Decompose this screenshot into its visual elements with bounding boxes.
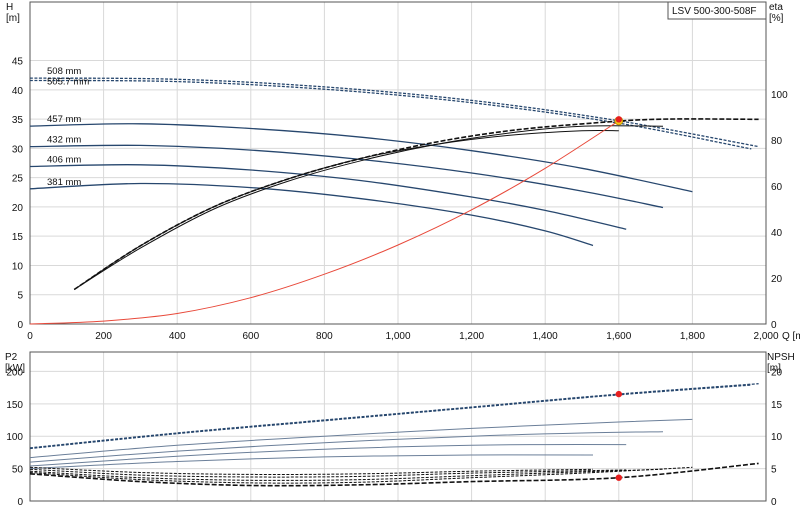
bottom-y-left-axis-label: [kW]: [5, 363, 25, 374]
x-tick-label: 1,000: [385, 331, 410, 342]
top-y-right-axis-label: eta: [769, 2, 783, 13]
head-curve-label: 505.7 mm: [47, 76, 89, 87]
head-curve-label: 508 mm: [47, 66, 81, 77]
y-left-tick-label: 5: [17, 291, 23, 302]
head-curve: [29, 164, 627, 230]
y-left-tick-label: 25: [12, 174, 24, 185]
bottom-y-right-tick-label: 5: [771, 465, 777, 476]
head-curve: [29, 182, 594, 247]
x-tick-label: 1,200: [459, 331, 484, 342]
head-curve: [29, 77, 759, 148]
efficiency-point-marker: [615, 116, 622, 123]
efficiency-curve: [73, 125, 664, 290]
npsh-curve: [29, 466, 693, 484]
bottom-y-right-tick-label: 0: [771, 497, 777, 508]
head-curve-label: 457 mm: [47, 114, 81, 125]
top-plot-frame: [29, 1, 767, 325]
x-tick-label: 1,400: [533, 331, 558, 342]
x-axis-unit-label: Q [m³/h]: [782, 331, 800, 342]
system-curve: [29, 120, 620, 325]
bottom-y-left-tick-label: 50: [12, 465, 24, 476]
power-curve: [29, 418, 693, 459]
x-tick-label: 2,000: [753, 331, 778, 342]
y-left-tick-label: 35: [12, 115, 24, 126]
y-right-tick-label: 0: [771, 320, 777, 331]
head-curve: [29, 79, 752, 150]
power-curve: [29, 444, 627, 467]
head-curve: [29, 144, 664, 209]
x-tick-label: 600: [242, 331, 259, 342]
y-right-tick-label: 20: [771, 274, 783, 285]
head-curve: [29, 123, 693, 193]
chart-title: LSV 500-300-508F: [672, 6, 757, 17]
y-left-tick-label: 15: [12, 232, 24, 243]
bottom-y-right-axis-label: NPSH: [767, 352, 795, 363]
x-tick-label: 400: [169, 331, 186, 342]
y-right-tick-label: 40: [771, 228, 783, 239]
y-right-tick-label: 60: [771, 182, 783, 193]
title-box: [667, 1, 767, 20]
x-tick-label: 0: [27, 331, 33, 342]
top-y-left-axis-label: H: [6, 2, 13, 13]
power-point-marker: [615, 390, 622, 398]
bottom-y-right-tick-label: 15: [771, 400, 783, 411]
bottom-y-left-tick-label: 100: [6, 432, 23, 443]
npsh-curve: [29, 462, 759, 487]
y-right-tick-label: 80: [771, 136, 783, 147]
npsh-curve: [29, 468, 627, 478]
bottom-y-right-tick-label: 10: [771, 432, 783, 443]
npsh-point-marker: [615, 474, 622, 481]
bottom-plot-frame: [29, 351, 767, 502]
power-curve: [29, 383, 759, 449]
head-curve-label: 406 mm: [47, 155, 81, 166]
x-tick-label: 800: [316, 331, 333, 342]
top-y-right-axis-label: [%]: [769, 13, 784, 24]
y-left-tick-label: 20: [12, 203, 24, 214]
power-curve: [29, 384, 752, 450]
npsh-curve: [29, 466, 594, 476]
bottom-chart-grid: [29, 352, 767, 502]
bottom-y-right-axis-label: [m]: [767, 363, 781, 374]
y-left-tick-label: 10: [12, 261, 24, 272]
y-right-tick-label: 100: [771, 90, 788, 101]
power-curve: [29, 431, 664, 463]
bottom-y-left-tick-label: 150: [6, 400, 23, 411]
x-tick-label: 200: [95, 331, 112, 342]
head-curve-label: 381 mm: [47, 177, 81, 188]
efficiency-curve: [73, 129, 619, 290]
bottom-y-left-tick-label: 0: [17, 497, 23, 508]
bottom-y-left-tick-label: 200: [6, 367, 23, 378]
x-tick-label: 1,600: [606, 331, 631, 342]
power-curve: [29, 454, 594, 470]
chart-labels: 0 200 400 600 800 1,000 1,200 1,400 1,600 1,800 2,…: [5, 2, 800, 508]
y-left-tick-label: 45: [12, 57, 24, 68]
y-left-tick-label: 0: [17, 320, 23, 331]
y-left-tick-label: 30: [12, 144, 24, 155]
x-tick-label: 1,800: [680, 331, 705, 342]
top-y-left-axis-label: [m]: [6, 13, 20, 24]
top-chart-series: [29, 77, 759, 325]
bottom-chart-series: [29, 383, 759, 487]
npsh-curve: [29, 468, 664, 481]
bottom-y-right-tick-label: 20: [771, 367, 783, 378]
bottom-y-left-axis-label: P2: [5, 352, 18, 363]
head-curve-label: 432 mm: [47, 135, 81, 146]
y-left-tick-label: 40: [12, 86, 24, 97]
